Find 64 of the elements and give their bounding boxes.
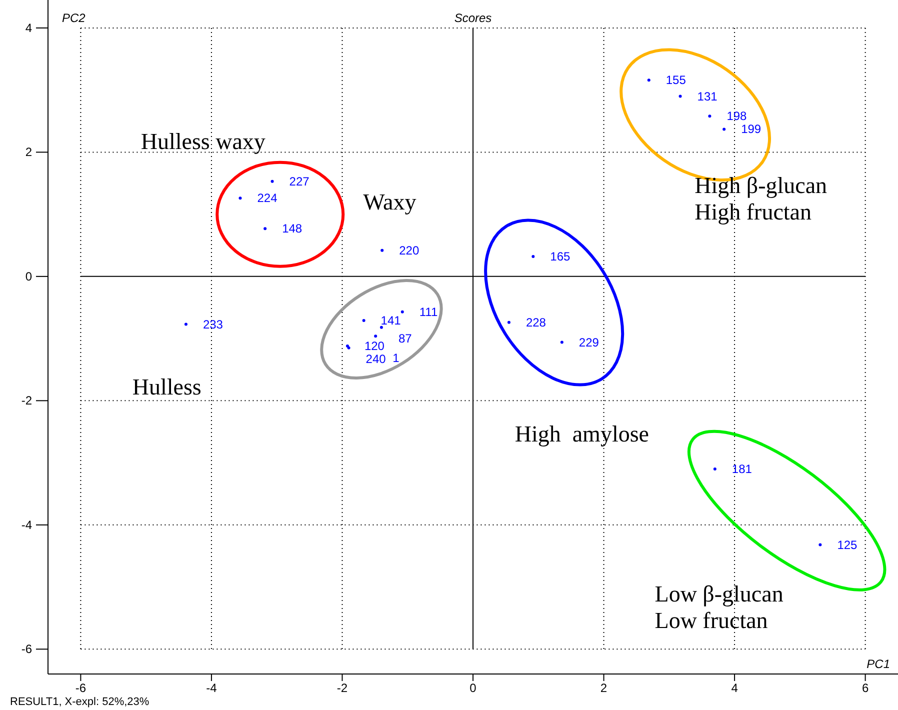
x-tick-label: 2 — [600, 681, 608, 695]
x-tick-label: -6 — [75, 681, 86, 695]
x-axis-title: PC1 — [866, 657, 890, 671]
annotation: 131 — [697, 89, 718, 104]
annotation: 111 — [419, 304, 438, 319]
annotation: 141 — [380, 314, 402, 328]
y-tick-label: -4 — [21, 518, 32, 532]
annotation: 240 — [366, 352, 386, 366]
point — [532, 255, 535, 258]
annotation: 227 — [289, 174, 310, 188]
annotation: Low β-glucan — [654, 581, 784, 606]
annotation: High fructan — [694, 199, 812, 224]
point — [184, 322, 188, 326]
annotation: 155 — [666, 73, 686, 88]
point — [713, 468, 716, 471]
annotation: High amylose — [514, 422, 649, 447]
x-tick-label: 0 — [470, 681, 477, 695]
y-tick-label: 0 — [25, 269, 32, 284]
y-tick-label: -6 — [21, 642, 32, 656]
annotation: 125 — [837, 538, 858, 552]
x-tick-label: -2 — [336, 681, 348, 695]
annotation: 181 — [732, 462, 752, 476]
annotation: Hulless waxy — [140, 129, 266, 154]
annotation: 198 — [726, 109, 748, 124]
point — [374, 334, 378, 338]
point — [647, 78, 650, 82]
point — [380, 326, 383, 329]
annotation: 165 — [550, 250, 570, 264]
annotation: Hulless — [132, 374, 202, 400]
point — [507, 320, 510, 324]
annotation: 120 — [364, 339, 385, 354]
y-tick-label: 4 — [25, 20, 32, 35]
point — [722, 128, 726, 131]
annotation: 1 — [392, 351, 400, 366]
point — [264, 227, 267, 230]
annotation: 233 — [202, 317, 224, 332]
y-axis-title: PC2 — [62, 11, 86, 25]
annotation: High β-glucan — [694, 173, 828, 198]
annotation: 228 — [526, 315, 546, 330]
point — [678, 94, 682, 98]
point — [380, 248, 384, 252]
point — [560, 340, 564, 344]
annotation: 87 — [398, 331, 412, 346]
x-tick-label: -4 — [206, 681, 218, 695]
point — [347, 346, 350, 350]
point — [400, 310, 404, 314]
annotation: 229 — [578, 335, 600, 350]
annotation: Low fructan — [654, 608, 768, 634]
annotation: 148 — [282, 222, 302, 236]
annotation: 224 — [257, 191, 278, 206]
point — [270, 180, 274, 183]
point — [818, 543, 822, 546]
point — [708, 114, 712, 118]
annotation: 220 — [399, 243, 420, 258]
annotation: Waxy — [363, 189, 417, 214]
text: Scores — [454, 11, 492, 25]
point — [238, 196, 242, 200]
annotation: 199 — [741, 122, 762, 136]
y-tick-label: -2 — [21, 394, 32, 408]
x-tick-label: 6 — [862, 681, 869, 695]
point — [362, 319, 366, 322]
y-tick-label: 2 — [25, 145, 32, 160]
text: RESULT1, X-expl: 52%,23% — [10, 696, 150, 708]
x-tick-label: 4 — [731, 681, 738, 695]
